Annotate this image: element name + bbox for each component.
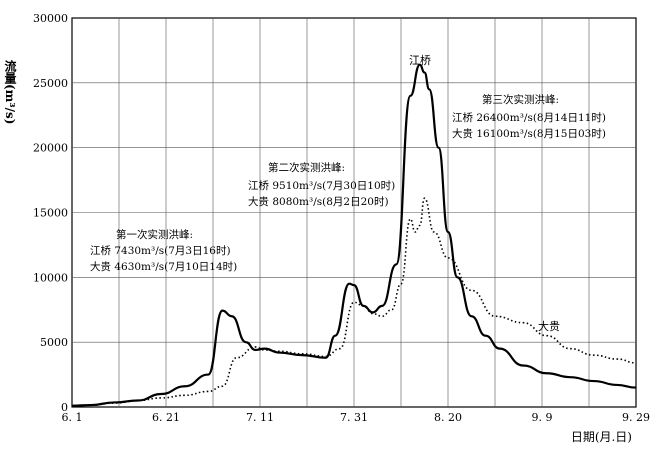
annotation-third-line1: 江桥 26400m³/s(8月14日11时) — [452, 112, 606, 124]
y-axis-label: 流量(m³/s) — [3, 59, 17, 125]
annotation-second-peak: 第二次实测洪峰: 江桥 9510m³/s(7月30日10时) 大贵 8080m³… — [248, 161, 395, 208]
x-tick-label: 6. 1 — [62, 411, 83, 424]
x-axis-label: 日期(月.日) — [571, 430, 632, 444]
y-tick-label: 10000 — [33, 271, 68, 284]
y-tick-label: 25000 — [33, 77, 68, 90]
series-label-jiangqiao: 江桥 — [409, 54, 431, 67]
annotation-first-title: 第一次实测洪峰: — [116, 228, 193, 241]
x-tick-label: 8. 20 — [434, 411, 462, 424]
x-tick-label: 9. 29 — [622, 411, 650, 424]
annotation-second-line1: 江桥 9510m³/s(7月30日10时) — [248, 180, 395, 192]
annotation-second-title: 第二次实测洪峰: — [268, 161, 345, 174]
annotation-second-line2: 大贵 8080m³/s(8月2日20时) — [248, 195, 389, 208]
series-line-jiangqiao — [71, 63, 637, 407]
x-tick-label: 6. 21 — [152, 411, 180, 424]
annotation-third-peak: 第三次实测洪峰: 江桥 26400m³/s(8月14日11时) 大贵 16100… — [452, 93, 606, 140]
series-label-dagui: 大贵 — [538, 319, 560, 333]
x-tick-label: 7. 11 — [246, 411, 274, 424]
annotation-third-title: 第三次实测洪峰: — [482, 93, 559, 106]
annotation-first-line2: 大贵 4630m³/s(7月10日14时) — [90, 260, 237, 273]
series-line-dagui — [71, 197, 637, 407]
x-tick-label: 9. 9 — [532, 411, 553, 424]
y-tick-label: 15000 — [33, 207, 68, 220]
annotation-first-peak: 第一次实测洪峰: 江桥 7430m³/s(7月3日16时) 大贵 4630m³/… — [90, 228, 237, 273]
grid-lines — [72, 18, 636, 407]
x-tick-labels: 6. 1 6. 21 7. 11 7. 31 8. 20 9. 9 9. 29 — [62, 411, 651, 424]
series-lines — [71, 63, 637, 407]
annotation-first-line1: 江桥 7430m³/s(7月3日16时) — [90, 245, 231, 257]
y-tick-label: 0 — [61, 401, 68, 414]
y-tick-labels: 0 5000 10000 15000 20000 25000 30000 — [33, 12, 68, 414]
y-tick-label: 30000 — [33, 12, 68, 25]
annotation-third-line2: 大贵 16100m³/s(8月15日03时) — [452, 127, 606, 140]
y-tick-label: 5000 — [40, 336, 68, 349]
x-tick-label: 7. 31 — [340, 411, 368, 424]
y-tick-label: 20000 — [33, 142, 68, 155]
